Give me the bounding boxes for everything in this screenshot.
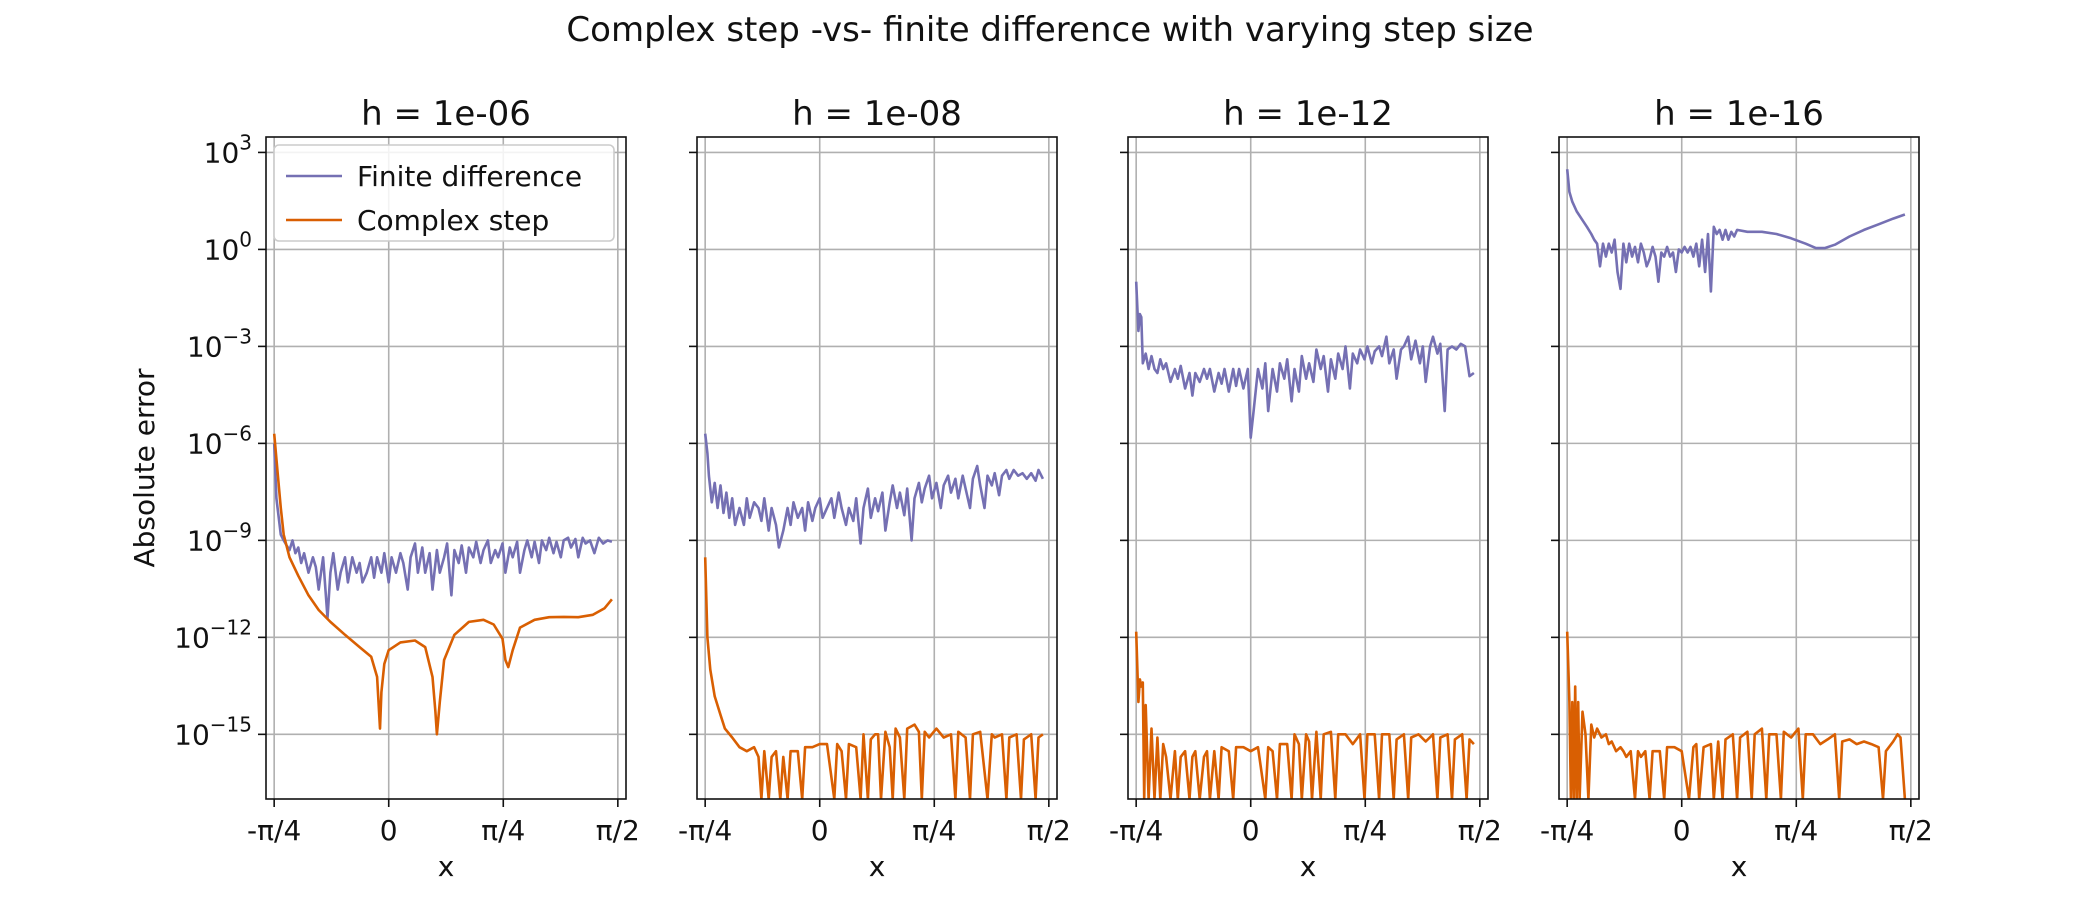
y-tick-base: 10 (174, 718, 210, 751)
y-tick-exponent: −6 (223, 421, 252, 445)
y-tick-exponent: 3 (239, 130, 252, 154)
y-tick-exponent: −9 (223, 518, 252, 542)
figure-title: Complex step -vs- finite difference with… (566, 10, 1534, 50)
y-tick-label: 100 (204, 227, 252, 266)
x-axis-label: x (438, 850, 455, 883)
panel-4: -π/4 0 π/4 π/2 h = 1e-16 x (1540, 94, 1933, 883)
y-tick-label: 10−6 (187, 421, 252, 460)
series-line-finite-difference (703, 433, 1045, 549)
panel-title: h = 1e-16 (1654, 94, 1824, 134)
axes-frame (696, 136, 1058, 800)
y-tick-exponent: −12 (210, 615, 252, 639)
x-tick-label: π/4 (912, 814, 956, 847)
y-tick-base: 10 (204, 136, 240, 169)
y-tick-label: 10−9 (187, 518, 252, 557)
x-tick-label: -π/4 (247, 814, 301, 847)
axes-frame (1558, 136, 1920, 800)
y-tick-exponent: 0 (239, 227, 252, 251)
series-line-complex-step (272, 433, 613, 736)
y-tick-base: 10 (187, 427, 223, 460)
panel-2: -π/4 0 π/4 π/2 h = 1e-08 x (678, 94, 1071, 883)
y-tick-label: 10−12 (174, 615, 252, 654)
y-tick-exponent: −15 (210, 712, 252, 736)
x-tick-label: 0 (1242, 814, 1260, 847)
x-axis-label: x (869, 850, 886, 883)
y-tick-label: 103 (204, 130, 252, 169)
y-tick-base: 10 (187, 524, 223, 557)
x-tick-label: 0 (380, 814, 398, 847)
x-axis-label: x (1731, 850, 1748, 883)
y-tick-base: 10 (187, 330, 223, 363)
series-line-complex-step (1565, 631, 1907, 799)
x-tick-label: π/4 (1774, 814, 1818, 847)
panel-3: -π/4 0 π/4 π/2 h = 1e-12 x (1109, 94, 1502, 883)
series-line-complex-step (703, 557, 1044, 799)
x-tick-label: π/2 (596, 814, 640, 847)
y-tick-base: 10 (204, 233, 240, 266)
axes-frame (265, 136, 627, 800)
series-line-finite-difference (272, 443, 613, 620)
y-tick-exponent: −3 (223, 324, 252, 348)
x-tick-label: π/4 (1343, 814, 1387, 847)
y-axis-label: Absolute error (128, 368, 161, 568)
legend-label: Complex step (357, 204, 549, 237)
x-tick-label: 0 (1673, 814, 1691, 847)
legend-box (273, 144, 615, 242)
legend: Finite difference Complex step (273, 144, 615, 242)
x-tick-label: π/4 (481, 814, 525, 847)
y-tick-label: 10−3 (187, 324, 252, 363)
y-tick-base: 10 (174, 621, 210, 654)
x-tick-label: -π/4 (678, 814, 732, 847)
x-tick-label: π/2 (1027, 814, 1071, 847)
panel-title: h = 1e-06 (361, 94, 531, 134)
x-tick-label: π/2 (1889, 814, 1933, 847)
x-tick-label: 0 (811, 814, 829, 847)
x-tick-label: -π/4 (1109, 814, 1163, 847)
axes-frame (1127, 136, 1489, 800)
series-line-complex-step (1134, 631, 1475, 799)
x-axis-label: x (1300, 850, 1317, 883)
series-line-finite-difference (1134, 281, 1475, 439)
x-tick-label: π/2 (1458, 814, 1502, 847)
y-tick-label: 10−15 (174, 712, 252, 751)
panel-title: h = 1e-08 (792, 94, 962, 134)
series-line-finite-difference (1565, 169, 1906, 293)
panel-title: h = 1e-12 (1223, 94, 1393, 134)
x-tick-label: -π/4 (1540, 814, 1594, 847)
legend-label: Finite difference (357, 160, 582, 193)
